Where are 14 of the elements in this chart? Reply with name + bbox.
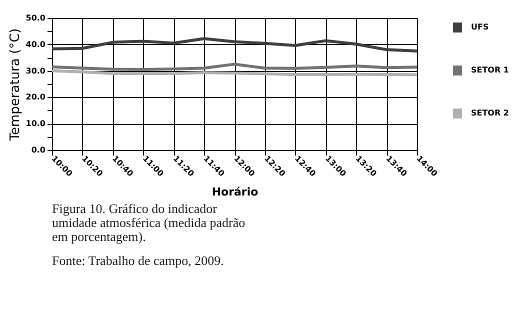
y-tick-label: 0.0 bbox=[31, 146, 46, 154]
y-tick-label: 50.0 bbox=[26, 14, 46, 22]
line-series bbox=[50, 37, 418, 52]
y-tick-label: 40.0 bbox=[26, 40, 46, 49]
legend-label: UFS bbox=[471, 22, 489, 32]
legend-label: SETOR 2 bbox=[471, 108, 509, 118]
source-note: Fonte: Trabalho de campo, 2009. bbox=[52, 253, 224, 268]
y-axis-title: Temperatura (°C) bbox=[8, 28, 23, 142]
text: Figura 10. Gráfico do indicador umidade atmosférica (medida padrão em porcentagem). bbox=[52, 201, 246, 244]
legend-label: SETOR 1 bbox=[471, 66, 510, 74]
x-axis-title: Horário bbox=[212, 185, 259, 198]
y-tick-label: 30.0 bbox=[26, 66, 46, 76]
y-tick-label: 20.0 bbox=[26, 92, 46, 102]
y-tick-label: 10.0 bbox=[26, 119, 46, 128]
